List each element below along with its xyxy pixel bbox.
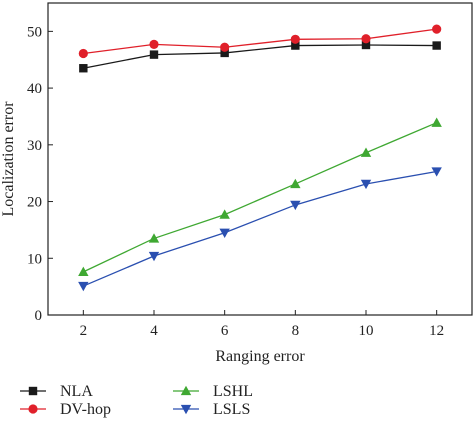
x-axis-title: Ranging error — [215, 348, 305, 365]
legend-item: DV-hop — [20, 401, 111, 418]
series-line — [83, 122, 437, 273]
data-point — [360, 147, 372, 157]
data-point — [290, 34, 300, 44]
y-axis: 0 10 20 30 40 50 — [27, 24, 53, 324]
data-point — [290, 200, 301, 211]
y-tick-label: 40 — [27, 81, 42, 97]
data-point — [220, 48, 229, 58]
data-point — [360, 179, 372, 190]
data-point — [148, 251, 160, 262]
legend-item: LSHL — [173, 383, 253, 400]
x-tick-label: 12 — [429, 323, 444, 339]
x-tick-label: 8 — [292, 323, 300, 339]
data-point — [220, 42, 230, 52]
legend-label: DV-hop — [60, 401, 111, 418]
data-point — [79, 64, 88, 73]
legend-marker — [28, 404, 38, 414]
x-tick-label: 4 — [150, 323, 158, 339]
data-point — [219, 209, 230, 219]
legend-marker — [180, 404, 192, 415]
legend-marker — [180, 385, 192, 396]
data-point — [148, 233, 160, 243]
x-tick-label: 10 — [359, 323, 374, 339]
x-tick-label: 2 — [80, 323, 88, 339]
legend-label: LSHL — [213, 383, 253, 400]
legend-label: LSLS — [213, 401, 250, 418]
legend-marker — [28, 386, 38, 396]
series-line — [83, 28, 437, 55]
y-tick-label: 30 — [27, 138, 42, 154]
data-point — [290, 178, 301, 189]
data-point — [78, 266, 89, 277]
y-tick-label: 10 — [27, 251, 42, 267]
data-point — [149, 50, 159, 59]
x-tick-label: 6 — [221, 323, 229, 339]
x-axis: 2 4 6 8 10 12 — [80, 310, 444, 339]
data-point — [291, 41, 300, 50]
y-tick-label: 20 — [27, 195, 42, 211]
y-axis-title: Localization error — [0, 101, 17, 217]
data-point — [432, 41, 441, 50]
data-point — [361, 34, 371, 44]
data-point — [149, 39, 159, 50]
data-point — [78, 281, 89, 292]
legend-item: LSLS — [173, 401, 250, 418]
series-line — [83, 44, 437, 69]
data-point — [78, 48, 88, 59]
series-layer — [78, 24, 442, 292]
series-lshl — [78, 117, 442, 277]
data-point — [431, 117, 442, 127]
plot-border — [47, 2, 473, 316]
data-point — [361, 40, 371, 50]
plot-frame — [47, 2, 473, 316]
series-lsls — [78, 167, 442, 292]
legend-label: NLA — [60, 383, 93, 400]
data-point — [432, 24, 442, 34]
series-nla — [79, 40, 441, 73]
legend-item: NLA — [20, 383, 93, 400]
y-tick-label: 0 — [35, 308, 43, 324]
series-line — [83, 170, 437, 287]
series-dv-hop — [78, 24, 442, 59]
data-point — [431, 167, 442, 177]
y-tick-label: 50 — [27, 24, 42, 40]
data-point — [219, 228, 230, 238]
